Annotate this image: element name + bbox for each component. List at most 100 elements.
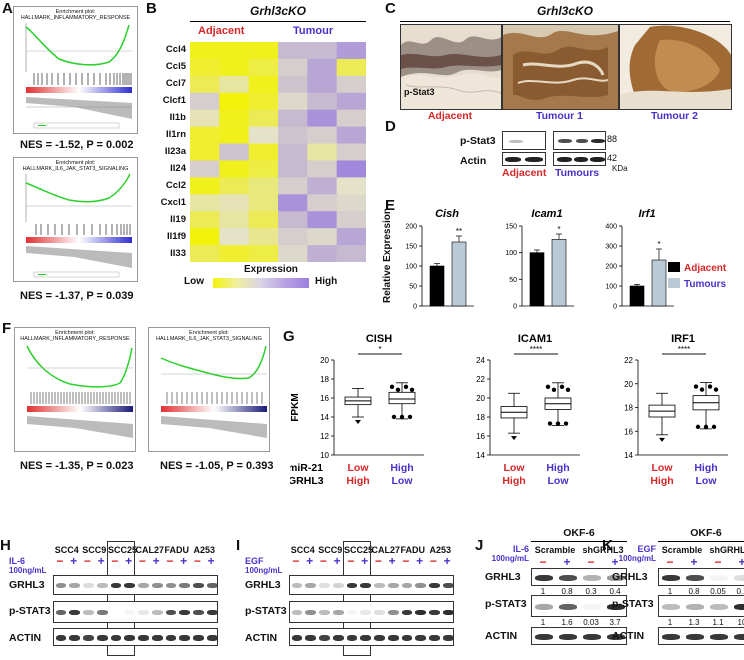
group2-grhl3: Low <box>696 475 718 487</box>
treatment-label: IL-6 <box>9 556 26 566</box>
ihc-label-tumour1: Tumour 1 <box>535 110 584 122</box>
minus-sign: − <box>83 554 91 568</box>
blot-band <box>387 610 399 615</box>
minus-sign: − <box>402 554 410 568</box>
minus-sign: − <box>374 554 382 568</box>
heatmap-cell <box>336 58 366 77</box>
heatmap-cell <box>190 160 220 178</box>
heatmap-gene-label: Il24 <box>170 162 186 174</box>
heatmap-cell <box>278 160 308 178</box>
blot-band <box>374 583 385 588</box>
blot-band <box>305 635 316 641</box>
heatmap-cell <box>219 211 249 229</box>
blot-band <box>110 635 122 641</box>
blot-band <box>291 583 303 588</box>
wb-d-group-adjacent: Adjacent <box>502 167 547 179</box>
outlier-marker <box>707 384 713 389</box>
minus-sign: − <box>138 554 146 568</box>
blot-band <box>332 610 344 615</box>
bar-ytick-label: 0 <box>613 304 617 311</box>
blot-band <box>535 575 553 581</box>
group1-grhl3: High <box>346 475 369 487</box>
group1-mir21: Low <box>504 462 526 474</box>
heatmap-cell <box>307 160 337 178</box>
treatment-label: IL-6 <box>512 544 529 554</box>
heatmap-cell <box>190 75 220 94</box>
heatmap-legend-low: Low <box>184 276 204 287</box>
blot-band <box>193 583 204 588</box>
box-ytick-label: 18 <box>624 404 633 413</box>
blot-band <box>83 610 94 615</box>
bar-ytick-label: 50 <box>409 284 417 291</box>
outlier-marker <box>511 436 517 441</box>
significance-mark: **** <box>530 345 542 354</box>
heatmap-cell <box>219 42 249 60</box>
gsea-title: Enrichment plot: HALLMARK_INFLAMMATORY_R… <box>20 9 131 21</box>
outlier-marker <box>399 414 405 420</box>
treatment-dose: 100ng/mL <box>245 566 283 575</box>
bar-ytick-label: 100 <box>405 264 417 271</box>
heatmap-cell <box>336 194 366 212</box>
blot-band <box>360 635 371 641</box>
heatmap-gene-label: Ccl4 <box>165 44 186 56</box>
outlier-marker <box>409 387 415 392</box>
blot-band <box>442 583 453 588</box>
box-chart-title: CISH <box>366 333 392 345</box>
heatmap-gene-label: Il1rn <box>165 129 186 141</box>
heatmap-gene-label: Il23a <box>164 146 186 157</box>
plus-sign: + <box>306 554 314 568</box>
heatmap-cell <box>248 42 279 60</box>
panel-label-e: E <box>385 197 396 214</box>
heatmap-cell <box>336 228 366 246</box>
bar-ytick-label: 400 <box>605 224 617 231</box>
heatmap-cell <box>190 143 220 161</box>
blot-band <box>165 583 177 588</box>
minus-sign: − <box>56 554 64 568</box>
heatmap-cell <box>336 92 366 110</box>
treatment-dose: 100ng/mL <box>9 566 47 575</box>
heatmap-cell <box>190 126 220 144</box>
blot-strip-p-stat3 <box>531 595 627 617</box>
heatmap-cell <box>190 92 220 110</box>
outlier-marker <box>565 387 571 392</box>
plus-sign: + <box>70 554 78 568</box>
blot-band <box>124 635 135 641</box>
heatmap-cell <box>278 211 308 229</box>
cell-line-label: SCC4 <box>54 545 79 555</box>
outlier-marker <box>659 437 665 442</box>
outlier-marker <box>407 414 413 420</box>
heatmap-cell <box>219 75 249 94</box>
quant-pstat3: 1 <box>540 618 546 627</box>
blot-band <box>442 610 453 615</box>
blot-band <box>193 610 204 615</box>
okf-title: OKF-6 <box>690 527 722 539</box>
group1-grhl3: High <box>502 475 525 487</box>
blot-band <box>374 635 385 641</box>
row-label-grhl3: GRHL3 <box>485 571 521 583</box>
gsea-plot-f2: Enrichment plot: HALLMARK_IL6_JAK_STAT3_… <box>148 327 270 452</box>
ihc-label-tumour2: Tumour 2 <box>650 110 699 122</box>
heatmap-cell <box>219 92 249 110</box>
wb-d-group-tumours: Tumours <box>555 167 600 179</box>
legend-swatch-adjacent <box>668 262 680 272</box>
wb-d-tum-pstat3 <box>553 131 606 150</box>
heatmap-cell <box>307 75 337 94</box>
outlier-marker <box>555 421 561 426</box>
bar-chart-cish: Cish 0 50 100 150 200 ** <box>405 208 474 311</box>
heatmap-cell <box>248 126 279 144</box>
outlier-marker <box>545 384 551 389</box>
treatment-label: EGF <box>245 556 264 566</box>
box <box>388 391 416 405</box>
heatmap-cell <box>278 92 308 110</box>
heatmap-cell <box>219 177 249 195</box>
highlight-box-scc25 <box>343 541 371 656</box>
blot-band <box>151 610 163 615</box>
panel-label-k: K <box>602 537 613 554</box>
outlier-marker <box>547 421 553 426</box>
quant-grhl3: 0.8 <box>561 587 573 596</box>
heatmap <box>190 42 366 262</box>
minus-sign: − <box>429 554 437 568</box>
blot-band <box>305 610 316 615</box>
heatmap-cell <box>307 228 337 246</box>
